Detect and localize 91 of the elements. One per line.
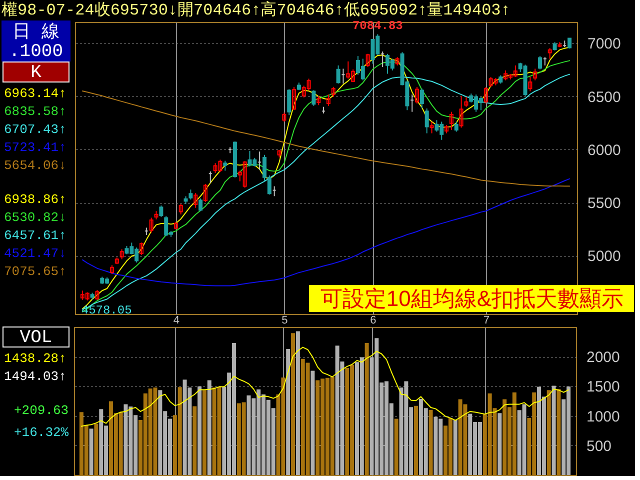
candlestick [464,96,468,108]
text: 日 線 [12,22,60,43]
candlestick [415,86,420,104]
annotation: 4578.05 [81,303,132,318]
x-tick-label: 6 [370,314,376,326]
text: +16.32% [14,425,69,440]
y-tick-label: 6500 [588,88,621,106]
candlestick [449,111,454,130]
bar [286,348,290,475]
text: K [30,63,42,83]
bar [428,410,433,475]
line-series [80,346,570,427]
candlestick [326,94,330,106]
bar [498,413,502,475]
text: 6938.86↑ [4,192,66,207]
bar [414,406,418,475]
text: 5654.06↓ [4,158,66,173]
bar [192,406,197,475]
candlestick [120,248,124,260]
candlestick [292,86,296,111]
text: 6835.58↑ [4,104,66,119]
bar [546,390,551,475]
y-tick-label: 5500 [588,195,621,212]
text: 1494.03↑ [4,369,66,384]
candlestick [203,183,208,202]
line-series [82,90,570,187]
candlestick [194,192,198,208]
candlestick [454,121,458,132]
text: 權98-07-24收695730↓開704646↑高704646↑低695092↑量149403↑ [2,0,510,20]
candlestick [178,203,183,215]
line-series [82,178,570,286]
candlestick [533,68,538,81]
candlestick [568,38,572,49]
x-tick-label: 5 [282,314,288,326]
candlestick [282,112,286,122]
text: .1000 [8,42,64,62]
bar [394,418,398,475]
candlestick [95,290,100,300]
y-tick-label: 5000 [588,248,621,266]
chart-title: VOL [20,328,52,348]
text: 6707.43↑ [4,122,66,137]
y-tick-label: 1000 [586,408,620,426]
x-tick-label: 4 [173,314,180,326]
bar [364,343,369,475]
candlestick [430,121,434,134]
bar [202,390,206,475]
candlestick [223,160,228,172]
candlestick [528,76,532,92]
candlestick [159,204,164,218]
annotation: 可設定10組均線&扣抵天數顯示 [320,286,624,311]
candlestick [420,88,424,109]
candlestick [336,64,340,84]
candlestick [548,48,552,60]
bar [453,420,458,475]
candlestick [316,95,321,106]
annotation: 7084.83 [352,19,403,34]
text: 5723.41↑ [4,140,66,155]
candlestick [459,95,464,128]
text: 6457.61↑ [4,228,66,243]
candlestick [484,86,488,104]
candlestick [287,88,292,116]
text: 6963.14↑ [4,86,66,101]
candlestick [312,90,316,106]
x-tick-label: 7 [483,314,490,326]
bar [310,370,315,475]
bar [207,380,212,475]
y-tick-label: 500 [586,438,612,455]
y-tick-label: 6000 [588,142,621,159]
text: 7075.65↑ [4,264,66,279]
y-tick-label: 7000 [588,36,621,53]
candlestick [331,86,336,98]
text: +209.63 [14,403,69,418]
bar [94,424,98,475]
candlestick [366,53,370,68]
candlestick [424,108,429,134]
text: 1438.28↑ [4,351,66,366]
candlestick [188,189,193,200]
candlestick [538,56,542,70]
text: 4521.47↓ [4,246,66,261]
bar [291,333,296,475]
candlestick [149,217,154,234]
bar [296,331,300,475]
candlestick [198,198,203,212]
bar [552,386,556,475]
bar [198,386,202,475]
candlestick [140,242,144,256]
text: 6530.82↓ [4,210,66,225]
bar [89,428,94,475]
y-tick-label: 2000 [586,349,620,366]
bar [556,389,561,475]
y-tick-label: 1500 [586,378,620,396]
